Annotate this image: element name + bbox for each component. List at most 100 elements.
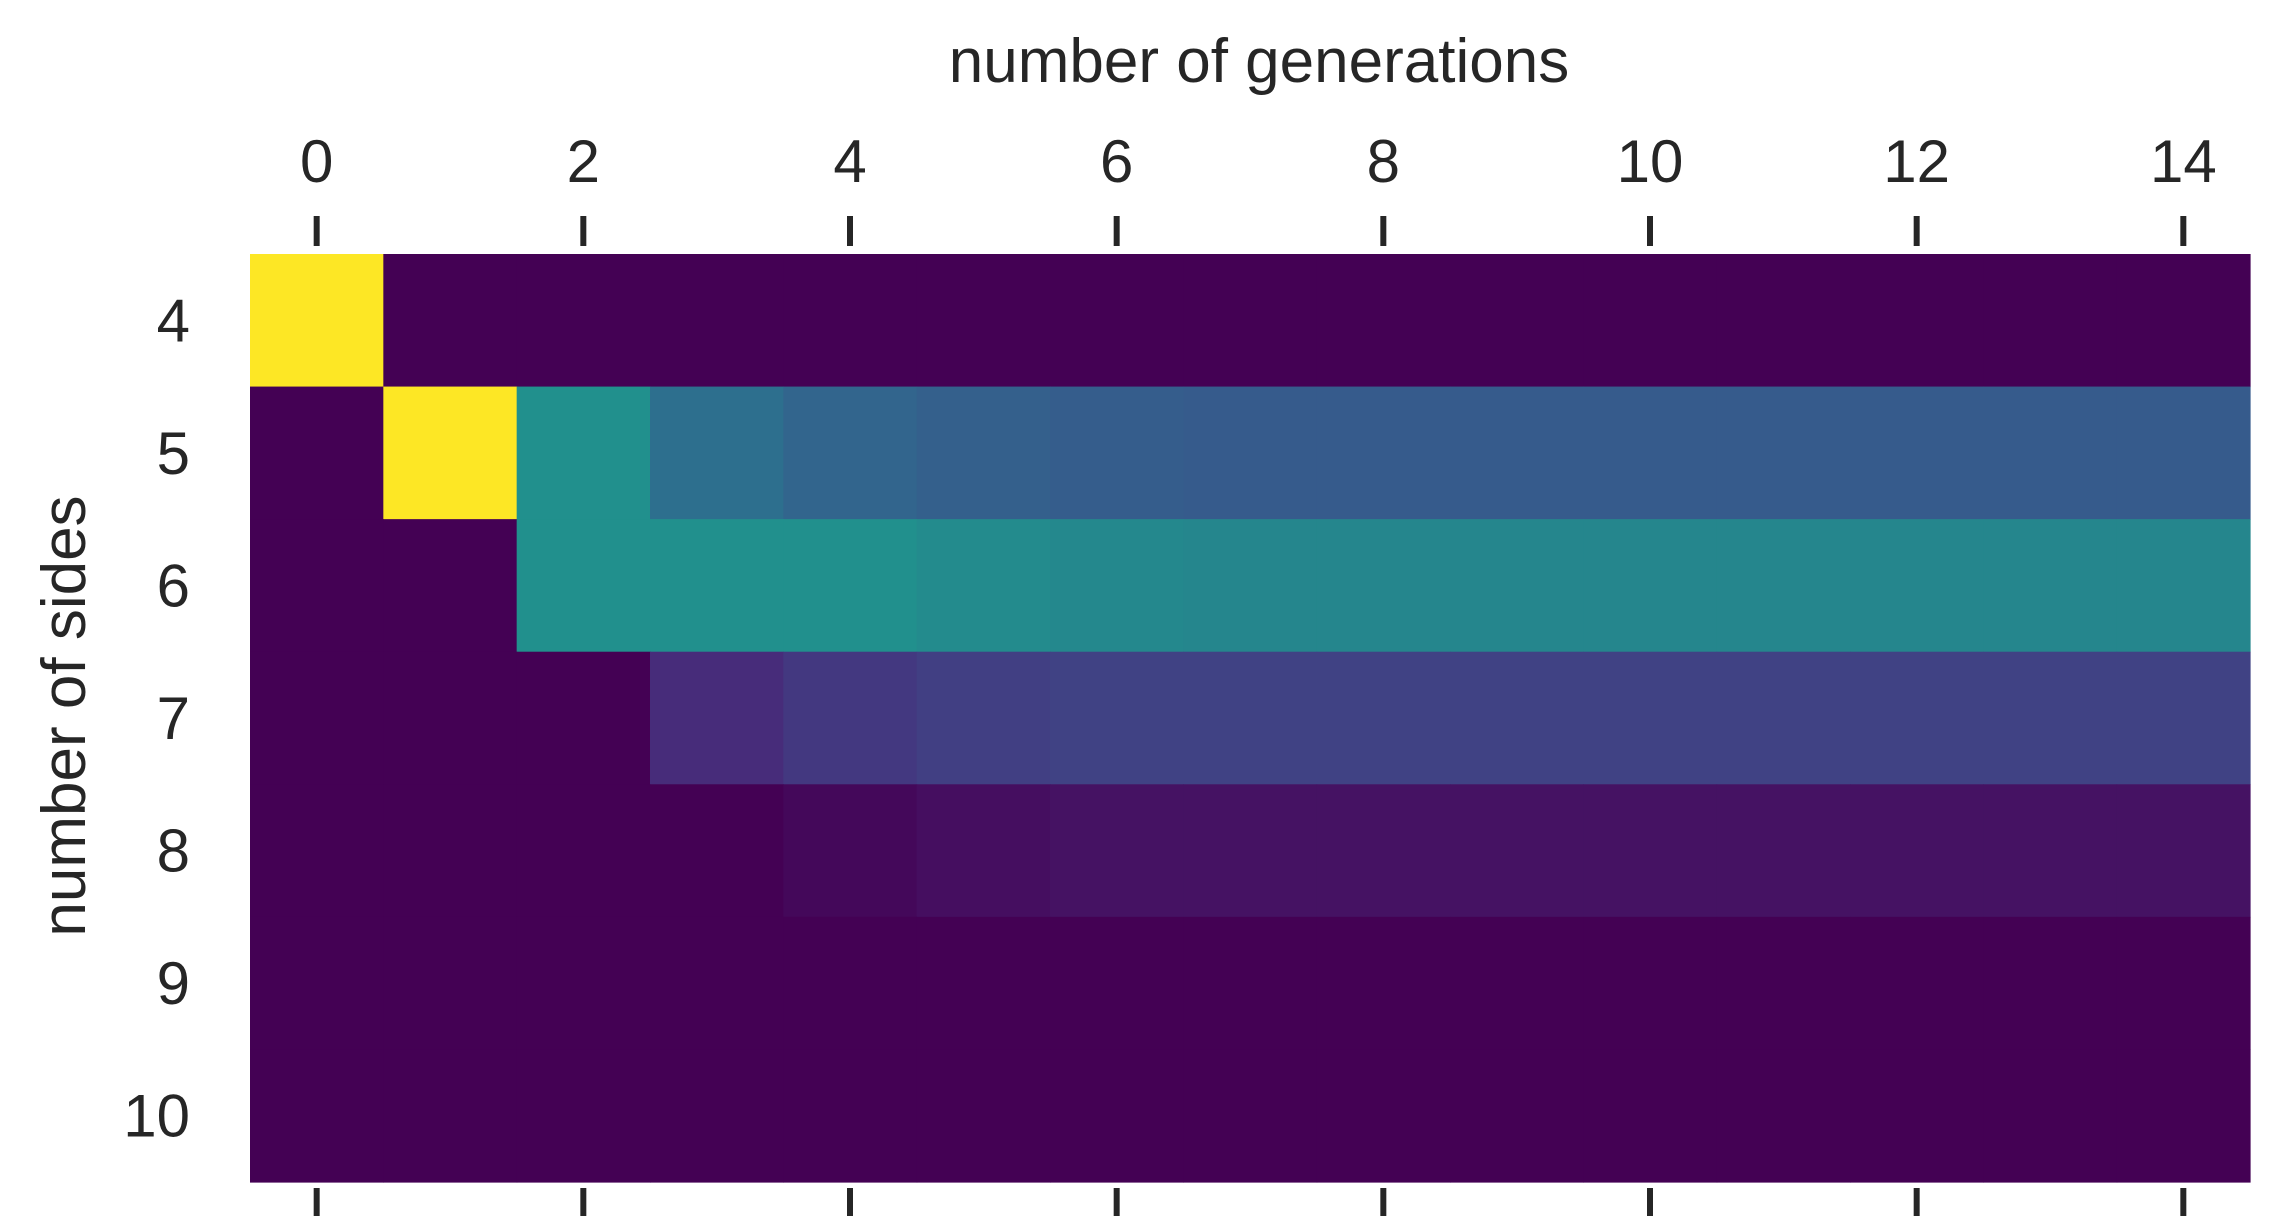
heatmap-cell-sides-4-gen-1 — [383, 254, 518, 388]
heatmap-cell-sides-5-gen-10 — [1583, 386, 1718, 520]
heatmap-cell-sides-5-gen-1 — [383, 386, 518, 520]
heatmap-cell-sides-6-gen-7 — [1183, 519, 1318, 653]
heatmap-cell-sides-7-gen-13 — [1983, 651, 2118, 785]
heatmap-cell-sides-6-gen-4 — [783, 519, 918, 653]
heatmap-cell-sides-6-gen-2 — [516, 519, 651, 653]
heatmap-cell-sides-10-gen-11 — [1716, 1049, 1851, 1183]
x-tick-label-6: 6 — [1100, 128, 1133, 195]
heatmap-cell-sides-5-gen-2 — [516, 386, 651, 520]
heatmap-cell-sides-10-gen-10 — [1583, 1049, 1718, 1183]
y-tick-label-4: 4 — [157, 287, 190, 354]
heatmap-cell-sides-10-gen-6 — [1050, 1049, 1184, 1183]
x-tick-label-2: 2 — [567, 128, 600, 195]
heatmap-cell-sides-4-gen-9 — [1450, 254, 1584, 388]
y-axis-ticks: 4 5 6 7 8 9 10 — [123, 287, 190, 1149]
x-tick-label-4: 4 — [833, 128, 866, 195]
heatmap-cell-sides-4-gen-5 — [916, 254, 1051, 388]
heatmap-cell-sides-9-gen-9 — [1450, 916, 1584, 1051]
x-axis-label: number of generations — [949, 27, 1569, 96]
heatmap-cell-sides-8-gen-0 — [250, 784, 384, 918]
heatmap-cell-sides-7-gen-1 — [383, 651, 518, 785]
heatmap-cell-sides-5-gen-14 — [2116, 386, 2251, 520]
heatmap-cell-sides-9-gen-12 — [1850, 916, 1984, 1051]
heatmap-cell-sides-9-gen-6 — [1050, 916, 1184, 1051]
heatmap-cell-sides-4-gen-14 — [2116, 254, 2251, 388]
heatmap-cell-sides-6-gen-11 — [1716, 519, 1851, 653]
heatmap-cell-sides-5-gen-6 — [1050, 386, 1184, 520]
heatmap-cell-sides-8-gen-12 — [1850, 784, 1984, 918]
heatmap-cell-sides-8-gen-6 — [1050, 784, 1184, 918]
heatmap-cell-sides-6-gen-10 — [1583, 519, 1718, 653]
x-tick-label-14: 14 — [2150, 128, 2217, 195]
heatmap-cell-sides-7-gen-6 — [1050, 651, 1184, 785]
heatmap-cell-sides-7-gen-2 — [516, 651, 651, 785]
heatmap-cell-sides-10-gen-5 — [916, 1049, 1051, 1183]
heatmap-cell-sides-8-gen-13 — [1983, 784, 2118, 918]
heatmap-cell-sides-5-gen-7 — [1183, 386, 1318, 520]
x-tick-label-0: 0 — [300, 128, 333, 195]
heatmap-cell-sides-10-gen-1 — [383, 1049, 518, 1183]
x-axis-bottom-ticks — [313, 1188, 2187, 1216]
y-tick-label-6: 6 — [157, 552, 190, 619]
heatmap-cell-sides-7-gen-8 — [1316, 651, 1451, 785]
heatmap-cell-sides-4-gen-4 — [783, 254, 918, 388]
heatmap-cell-sides-10-gen-14 — [2116, 1049, 2251, 1183]
heatmap-cell-sides-9-gen-0 — [250, 916, 384, 1051]
heatmap-cell-sides-10-gen-4 — [783, 1049, 918, 1183]
x-tick-label-8: 8 — [1367, 128, 1400, 195]
heatmap-cell-sides-8-gen-2 — [516, 784, 651, 918]
heatmap-cell-sides-4-gen-12 — [1850, 254, 1984, 388]
heatmap-cell-sides-4-gen-8 — [1316, 254, 1451, 388]
heatmap-cell-sides-8-gen-10 — [1583, 784, 1718, 918]
heatmap-cell-sides-4-gen-3 — [650, 254, 784, 388]
heatmap-cell-sides-5-gen-9 — [1450, 386, 1584, 520]
y-tick-label-7: 7 — [157, 685, 190, 752]
heatmap-cell-sides-9-gen-1 — [383, 916, 518, 1051]
heatmap-cell-sides-7-gen-12 — [1850, 651, 1984, 785]
heatmap-cell-sides-10-gen-9 — [1450, 1049, 1584, 1183]
heatmap-cell-sides-7-gen-5 — [916, 651, 1051, 785]
heatmap-cell-sides-6-gen-8 — [1316, 519, 1451, 653]
x-tick-label-12: 12 — [1883, 128, 1950, 195]
heatmap-cell-sides-8-gen-4 — [783, 784, 918, 918]
heatmap-cell-sides-9-gen-2 — [516, 916, 651, 1051]
heatmap-cell-sides-8-gen-5 — [916, 784, 1051, 918]
heatmap-cell-sides-7-gen-14 — [2116, 651, 2251, 785]
heatmap-cell-sides-9-gen-3 — [650, 916, 784, 1051]
heatmap-cell-sides-9-gen-4 — [783, 916, 918, 1051]
y-tick-label-5: 5 — [157, 420, 190, 487]
heatmap-cell-sides-8-gen-8 — [1316, 784, 1451, 918]
heatmap-cell-sides-4-gen-2 — [516, 254, 651, 388]
heatmap-cell-sides-9-gen-5 — [916, 916, 1051, 1051]
heatmap-cell-sides-5-gen-8 — [1316, 386, 1451, 520]
heatmap-cell-sides-6-gen-0 — [250, 519, 384, 653]
heatmap-cell-sides-4-gen-7 — [1183, 254, 1318, 388]
heatmap-cell-sides-10-gen-2 — [516, 1049, 651, 1183]
heatmap-cell-sides-6-gen-5 — [916, 519, 1051, 653]
y-tick-label-9: 9 — [157, 950, 190, 1017]
heatmap-cell-sides-7-gen-0 — [250, 651, 384, 785]
y-tick-label-10: 10 — [123, 1083, 190, 1150]
heatmap-cell-sides-5-gen-0 — [250, 386, 384, 520]
heatmap-cell-sides-8-gen-1 — [383, 784, 518, 918]
heatmap-cell-sides-6-gen-12 — [1850, 519, 1984, 653]
heatmap-cell-sides-7-gen-7 — [1183, 651, 1318, 785]
heatmap-cell-sides-9-gen-14 — [2116, 916, 2251, 1051]
heatmap-cell-sides-6-gen-9 — [1450, 519, 1584, 653]
heatmap-cell-sides-5-gen-4 — [783, 386, 918, 520]
heatmap-cell-sides-10-gen-7 — [1183, 1049, 1318, 1183]
heatmap-cell-sides-9-gen-13 — [1983, 916, 2118, 1051]
heatmap-cell-sides-9-gen-8 — [1316, 916, 1451, 1051]
heatmap-cell-sides-9-gen-7 — [1183, 916, 1318, 1051]
heatmap-cell-sides-7-gen-10 — [1583, 651, 1718, 785]
heatmap-cell-sides-6-gen-13 — [1983, 519, 2118, 653]
heatmap-cell-sides-10-gen-8 — [1316, 1049, 1451, 1183]
heatmap-cell-sides-5-gen-11 — [1716, 386, 1851, 520]
heatmap-cell-sides-6-gen-3 — [650, 519, 784, 653]
heatmap-cell-sides-7-gen-3 — [650, 651, 784, 785]
heatmap-cells — [250, 254, 2251, 1183]
heatmap-cell-sides-4-gen-13 — [1983, 254, 2118, 388]
heatmap-cell-sides-9-gen-11 — [1716, 916, 1851, 1051]
x-tick-label-10: 10 — [1617, 128, 1684, 195]
heatmap-cell-sides-4-gen-6 — [1050, 254, 1184, 388]
